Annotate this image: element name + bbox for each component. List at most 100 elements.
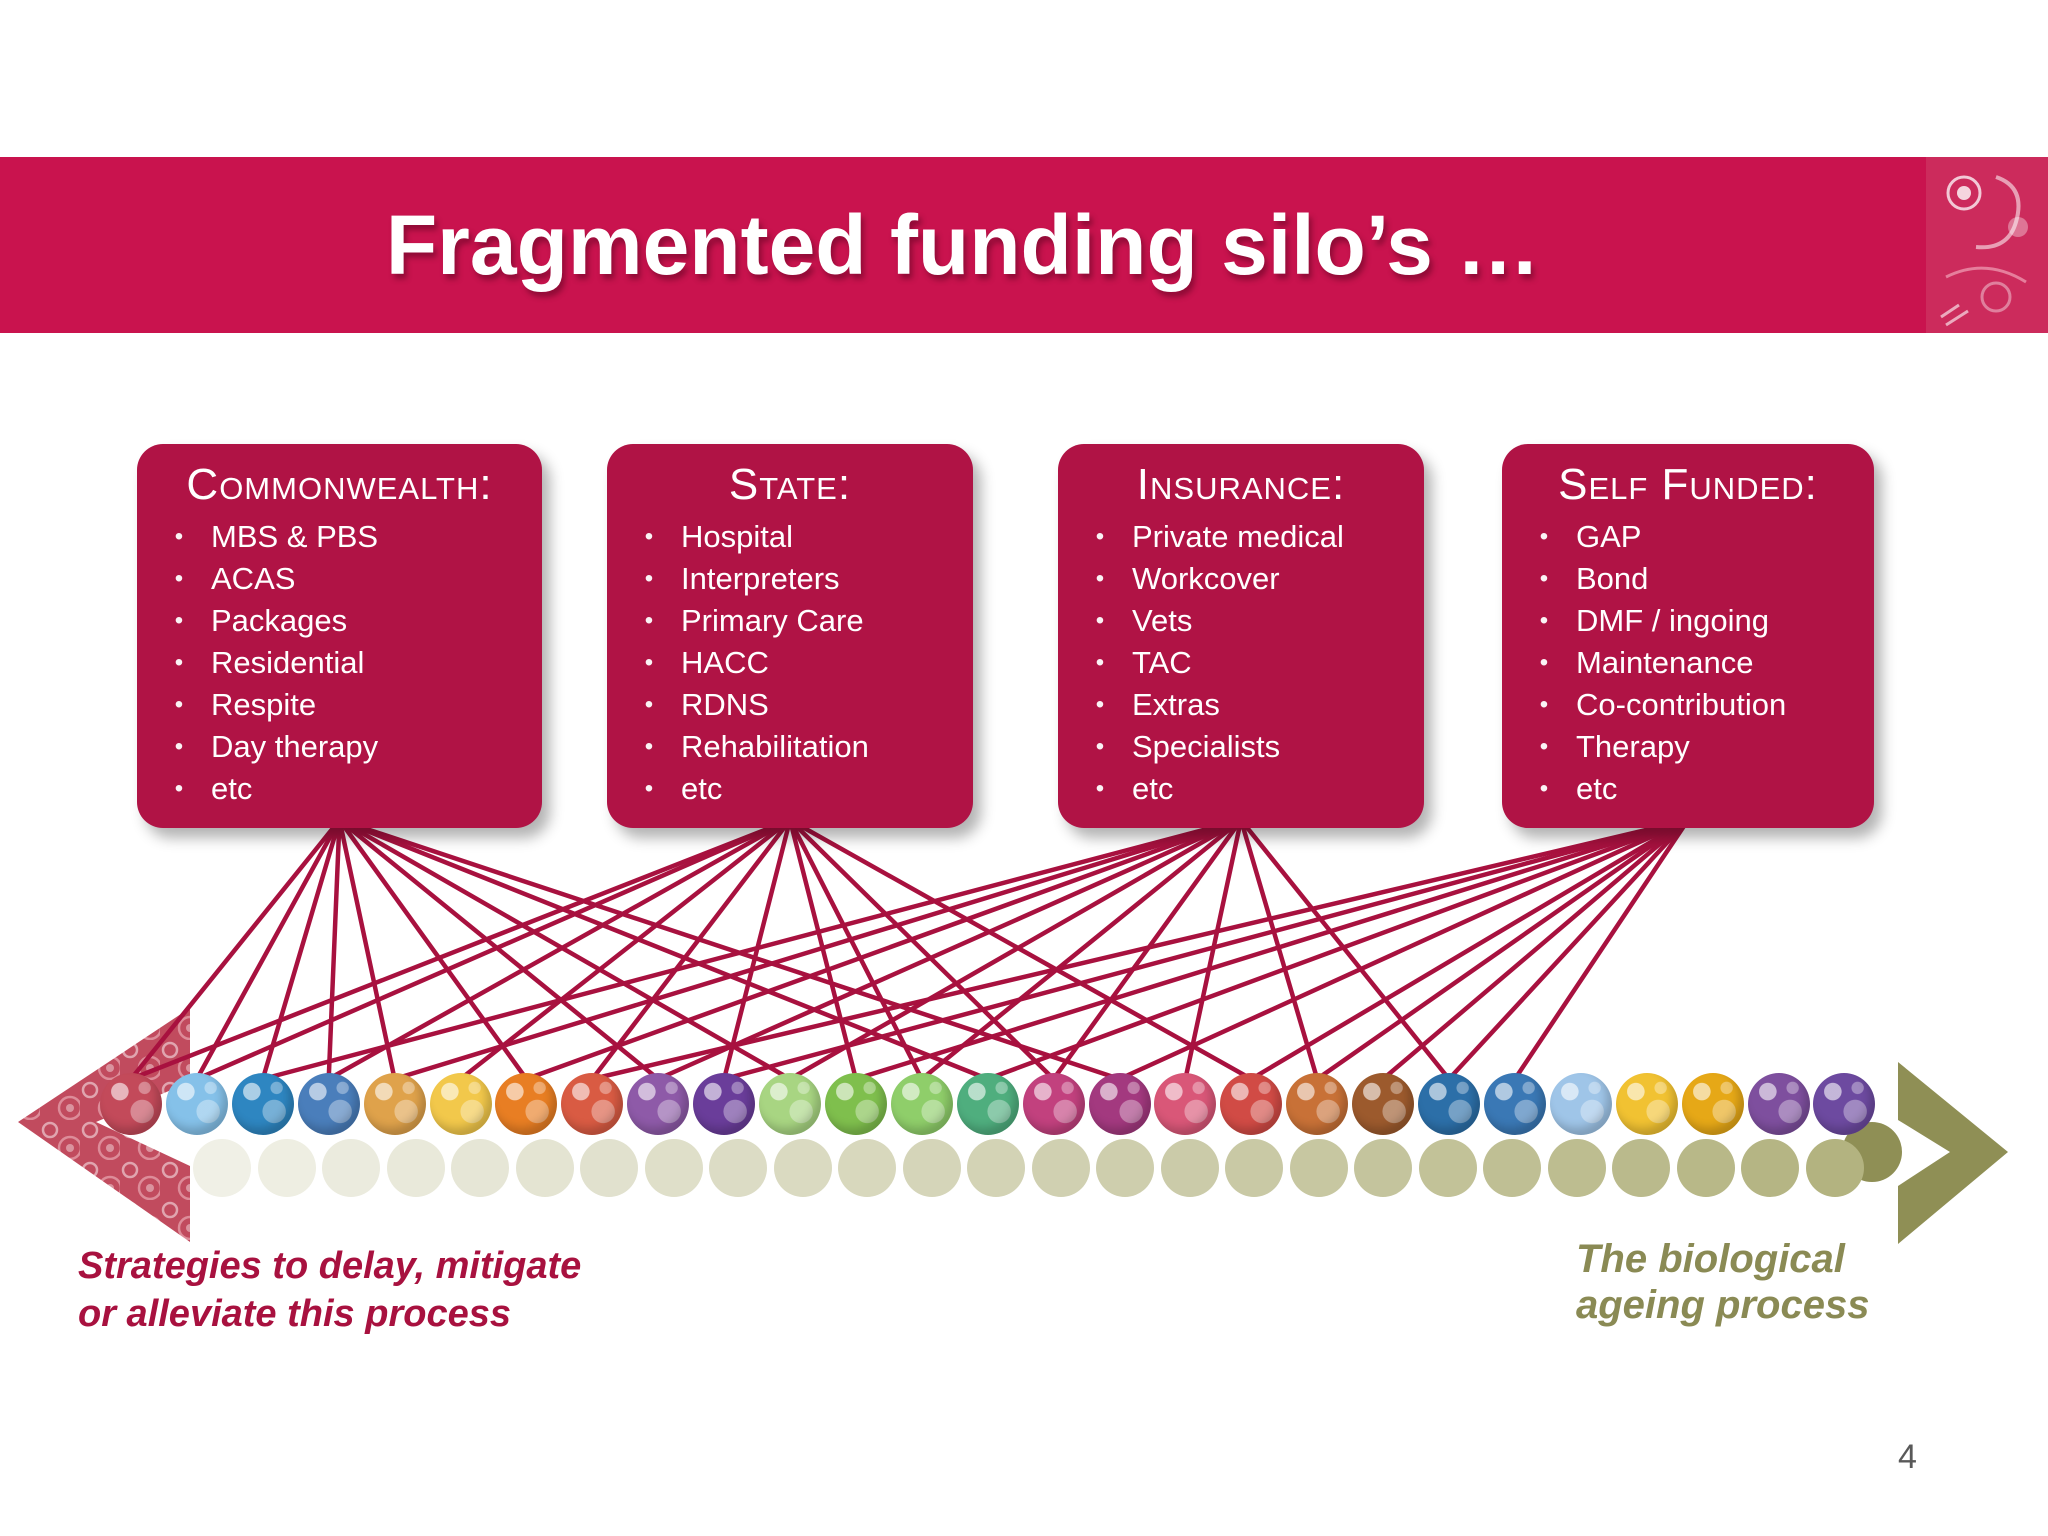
list-item: • Day therapy [147,726,532,768]
connection-line [1238,817,1452,1082]
list-item: • Vets [1068,600,1414,642]
list-item-label: Packages [211,603,348,638]
list-item-label: Interpreters [681,561,840,596]
paisley-swirls-icon [1940,175,2028,327]
list-item: • Co-contribution [1512,684,1864,726]
connection-line [260,817,342,1082]
connection-line [985,817,1691,1082]
funding-card-3: Insurance: • Private medical • Workcover • Vet… [1058,444,1424,828]
connection-line [1512,817,1691,1082]
bullet-marker: • [1539,691,1549,718]
list-item: • Primary Care [617,600,963,642]
list-item-label: Extras [1132,687,1220,722]
bullet-marker: • [1095,733,1105,760]
connection-line [337,817,661,1082]
list-item-label: Hospital [681,519,793,554]
timeline-ball [1813,1073,1876,1135]
bullet-marker: • [644,649,654,676]
list-item: • HACC [617,642,963,684]
connection-line [919,817,1244,1082]
list-item-label: etc [681,771,723,806]
connection-line [1183,817,1244,1082]
left-arrow-icon [18,1008,190,1242]
bullet-marker: • [1095,775,1105,802]
caption-left-line1: Strategies to delay, mitigate [78,1245,582,1287]
list-item-label: Maintenance [1576,645,1754,680]
list-item-label: Bond [1576,561,1649,596]
page-number: 4 [1898,1438,1917,1476]
bullet-marker: • [1095,565,1105,592]
title-bar: Fragmented funding silo’s … [0,157,2048,333]
list-item-label: Rehabilitation [681,729,869,764]
bullet-marker: • [174,691,184,718]
list-item-label: etc [211,771,253,806]
connection-line [337,817,990,1082]
list-item-label: Vets [1132,603,1193,638]
connection-line [337,817,397,1082]
ageing-dot [967,1139,1025,1197]
connection-line [1117,817,1691,1082]
list-item-label: Private medical [1132,519,1344,554]
ageing-dot [386,1139,445,1197]
timeline-ball [824,1073,887,1135]
connection-line [787,817,925,1082]
ageing-dot [580,1139,638,1197]
list-item-label: RDNS [681,687,769,722]
timeline-ball [627,1073,690,1135]
timeline-ball [890,1073,953,1135]
timeline-ball [1483,1073,1546,1135]
connection-line [787,817,1056,1082]
list-item-label: DMF / ingoing [1576,603,1769,638]
connection-line [1446,817,1691,1082]
connection-line [194,817,342,1082]
connection-line [337,817,529,1082]
paisley-decoration [1926,157,2048,333]
timeline-ball [1418,1073,1480,1135]
card-title: Self Funded: [1558,460,1818,509]
bullet-marker: • [644,691,654,718]
list-item: • RDNS [617,684,963,726]
list-item: • etc [617,768,963,810]
ageing-dot [257,1139,316,1197]
list-item: • Therapy [1512,726,1864,768]
list-item: • Packages [147,600,532,642]
funding-card-4: Self Funded: • GAP • Bond • DMF / ingoing • Main… [1502,444,1874,828]
ageing-dot [838,1139,896,1197]
list-item: • TAC [1068,642,1414,684]
list-item: • MBS & PBS [147,516,532,558]
list-item: • DMF / ingoing [1512,600,1864,642]
card-title: State: [728,460,852,509]
connection-line [721,817,793,1082]
caption-left: Strategies to delay, mitigate or allevia… [78,1242,581,1338]
ageing-dot [773,1139,832,1197]
connection-line [524,817,1244,1082]
caption-right-line2: ageing process [1576,1283,1870,1327]
timeline-ball [231,1073,294,1135]
card-list: • MBS & PBS • ACAS • Packages • Residential • Res… [147,516,532,810]
timeline-ball [1022,1073,1085,1135]
list-item: • Bond [1512,558,1864,600]
list-item: • Private medical [1068,516,1414,558]
list-item: • etc [147,768,532,810]
ageing-dot [322,1139,380,1197]
ageing-dot [193,1139,251,1197]
connection-line [787,817,859,1082]
timeline-ball [1286,1073,1349,1135]
connection-line [1238,817,1320,1082]
bullet-marker: • [1095,691,1105,718]
connection-line [1380,817,1691,1082]
connection-line [853,817,1691,1082]
bullet-marker: • [174,523,184,550]
bullet-marker: • [174,565,184,592]
slide-title: Fragmented funding silo’s … [385,197,1541,292]
connection-line [590,817,793,1082]
timeline-ball [429,1073,492,1135]
timeline-ball [100,1073,162,1135]
list-item-label: Residential [211,645,365,680]
timeline-ball [1352,1073,1415,1135]
connection-line [260,817,1244,1082]
list-item-label: ACAS [211,561,296,596]
bullet-marker: • [1095,649,1105,676]
ageing-dot [1741,1139,1799,1197]
ageing-dot [451,1139,509,1197]
